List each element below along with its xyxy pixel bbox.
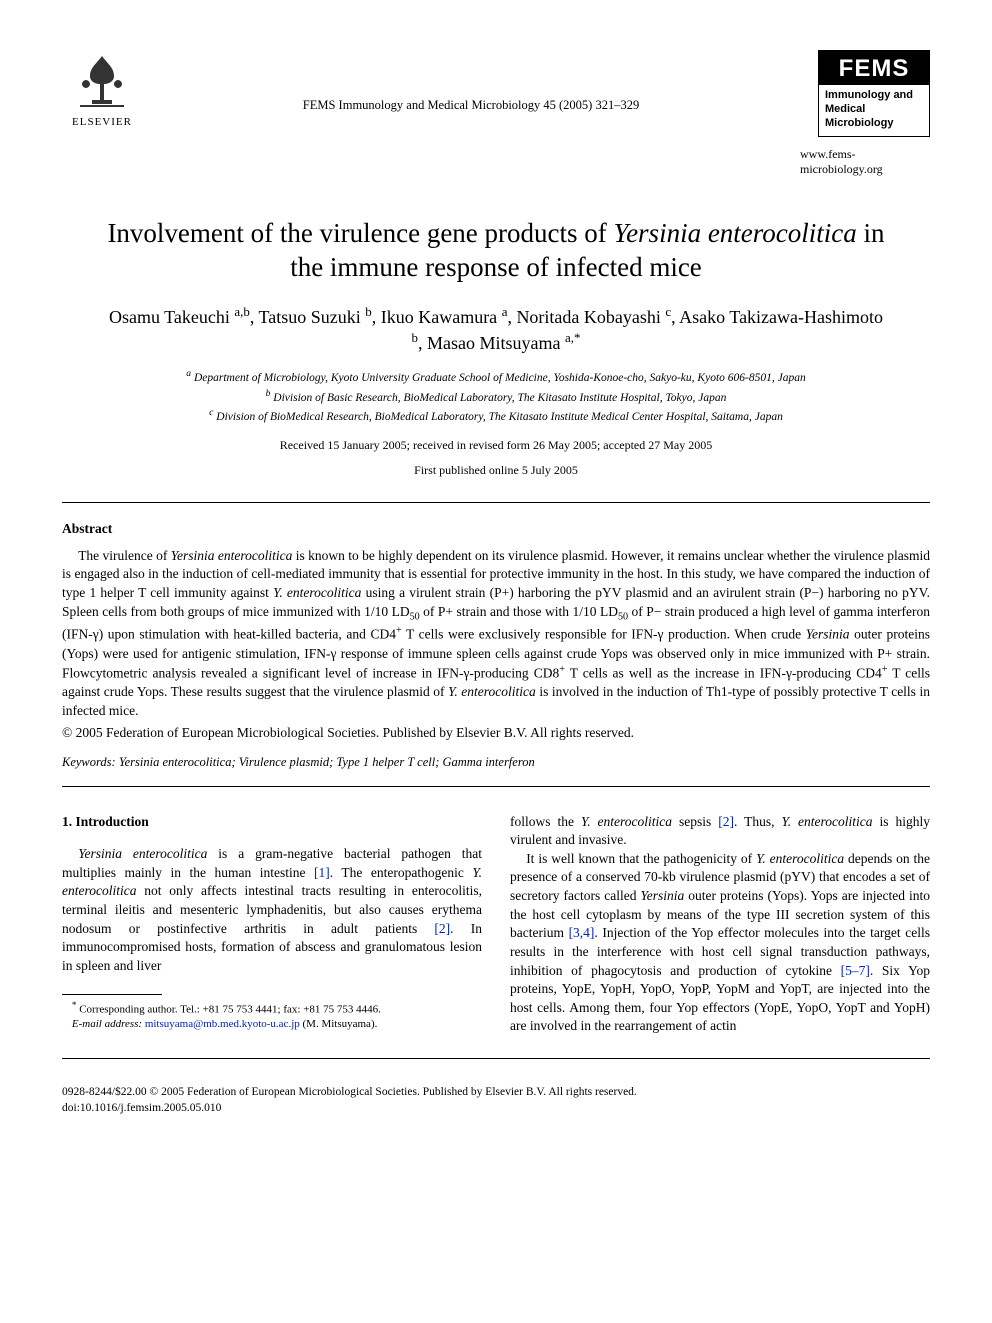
left-column: 1. Introduction Yersinia enterocolitica … <box>62 813 482 1037</box>
intro-paragraph-1: Yersinia enterocolitica is a gram-negati… <box>62 845 482 975</box>
divider-below-keywords <box>62 786 930 787</box>
fems-logo-line2: Medical Microbiology <box>825 103 893 129</box>
email-label: E-mail address: <box>72 1018 142 1030</box>
abstract-copyright: © 2005 Federation of European Microbiolo… <box>62 725 930 741</box>
fems-logo-line1: Immunology and <box>825 89 913 101</box>
affiliation-c: c Division of BioMedical Research, BioMe… <box>62 406 930 426</box>
abstract: Abstract The virulence of Yersinia enter… <box>62 521 930 741</box>
fems-logo: FEMS Immunology and Medical Microbiology <box>818 50 930 137</box>
article-dates: Received 15 January 2005; received in re… <box>62 438 930 453</box>
footer-copyright: 0928-8244/$22.00 © 2005 Federation of Eu… <box>62 1085 930 1101</box>
authors: Osamu Takeuchi a,b, Tatsuo Suzuki b, Iku… <box>102 303 890 356</box>
article-title: Involvement of the virulence gene produc… <box>92 217 900 285</box>
page-footer: 0928-8244/$22.00 © 2005 Federation of Eu… <box>62 1085 930 1116</box>
footer-doi: doi:10.1016/j.femsim.2005.05.010 <box>62 1101 930 1117</box>
elsevier-logo: ELSEVIER <box>62 50 142 128</box>
fems-logo-subtitle: Immunology and Medical Microbiology <box>819 85 929 136</box>
divider-above-footer <box>62 1058 930 1059</box>
body-columns: 1. Introduction Yersinia enterocolitica … <box>62 813 930 1037</box>
email-author: (M. Mitsuyama). <box>303 1018 378 1030</box>
corresponding-author-footnote: * Corresponding author. Tel.: +81 75 753… <box>62 999 482 1018</box>
email-footnote: E-mail address: mitsuyama@mb.med.kyoto-u… <box>62 1017 482 1032</box>
page-header: ELSEVIER FEMS Immunology and Medical Mic… <box>62 50 930 177</box>
footnote-divider <box>62 994 162 995</box>
right-column: follows the Y. enterocolitica sepsis [2]… <box>510 813 930 1037</box>
keywords: Keywords: Yersinia enterocolitica; Virul… <box>62 755 930 770</box>
first-published: First published online 5 July 2005 <box>62 463 930 478</box>
affiliation-b: b Division of Basic Research, BioMedical… <box>62 387 930 407</box>
email-link[interactable]: mitsuyama@mb.med.kyoto-u.ac.jp <box>145 1018 300 1030</box>
affiliation-a: a Department of Microbiology, Kyoto Univ… <box>62 367 930 387</box>
elsevier-name: ELSEVIER <box>72 116 132 128</box>
fems-logo-acronym: FEMS <box>819 51 929 85</box>
abstract-heading: Abstract <box>62 521 930 537</box>
intro-paragraph-1-cont: follows the Y. enterocolitica sepsis [2]… <box>510 813 930 850</box>
fems-url: www.fems-microbiology.org <box>800 147 930 177</box>
intro-paragraph-2: It is well known that the pathogenicity … <box>510 850 930 1036</box>
elsevier-tree-icon <box>70 50 134 114</box>
divider-above-abstract <box>62 502 930 503</box>
affiliations: a Department of Microbiology, Kyoto Univ… <box>62 367 930 426</box>
section-heading-introduction: 1. Introduction <box>62 813 482 832</box>
abstract-body: The virulence of Yersinia enterocolitica… <box>62 547 930 721</box>
fems-logo-block: FEMS Immunology and Medical Microbiology… <box>800 50 930 177</box>
journal-reference: FEMS Immunology and Medical Microbiology… <box>142 50 800 113</box>
